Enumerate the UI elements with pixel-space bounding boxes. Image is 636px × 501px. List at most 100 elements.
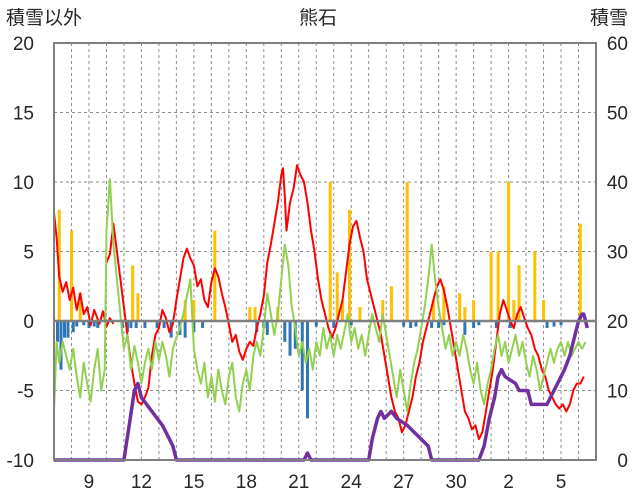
blue-bar: [55, 321, 59, 342]
left-axis-title: 積雪以外: [6, 7, 82, 29]
right-tick-label: 20: [607, 312, 628, 333]
blue-bar: [71, 321, 75, 333]
blue-bar: [349, 321, 353, 326]
x-tick-label: 12: [131, 472, 152, 493]
right-tick-label: 30: [607, 243, 628, 264]
blue-bar: [472, 321, 476, 328]
blue-bar: [545, 321, 549, 328]
plot-frame: [53, 42, 597, 461]
blue-bar: [201, 321, 205, 328]
x-tick-label: 27: [393, 472, 414, 493]
blue-bar: [75, 321, 79, 327]
blue-bar: [162, 321, 166, 328]
x-tick-label: 5: [556, 472, 567, 493]
x-tick-label: 24: [341, 472, 363, 493]
left-tick-label: 20: [13, 34, 34, 55]
blue-bar: [129, 321, 133, 328]
orange-bar: [533, 251, 537, 321]
blue-bar: [66, 321, 70, 338]
orange-bar: [507, 182, 511, 321]
blue-bar: [134, 321, 138, 328]
orange-bar: [405, 182, 409, 321]
blue-bar: [59, 321, 63, 370]
orange-bar: [458, 293, 462, 321]
left-tick-label: -5: [17, 382, 34, 403]
orange-bar: [131, 265, 135, 321]
right-tick-label: 40: [607, 173, 628, 194]
x-tick-label: 30: [446, 472, 467, 493]
orange-bar: [389, 286, 393, 321]
orange-bar: [328, 182, 332, 321]
left-tick-label: 5: [23, 243, 34, 264]
orange-bar: [340, 300, 344, 321]
orange-bar: [512, 300, 516, 321]
blue-bar: [283, 321, 287, 342]
blue-bar: [143, 321, 147, 328]
blue-bar: [192, 321, 196, 333]
orange-bar: [542, 300, 546, 321]
orange-bar: [335, 272, 339, 321]
blue-bar: [300, 321, 304, 391]
blue-bar: [477, 321, 481, 326]
orange-bar: [347, 209, 351, 321]
grid: [54, 43, 596, 460]
orange-bar: [496, 251, 500, 321]
orange-bar: [358, 307, 362, 321]
orange-bar: [431, 300, 435, 321]
left-tick-label: 0: [23, 312, 34, 333]
blue-bar: [508, 321, 512, 328]
x-tick-label: 18: [236, 472, 257, 493]
x-tick-label: 9: [84, 472, 95, 493]
orange-bar: [192, 300, 196, 321]
right-tick-label: 0: [617, 451, 628, 472]
orange-bar: [213, 230, 217, 321]
orange-bar: [578, 223, 582, 321]
tick-labels: -10 -5 0 5 10 15 20 0 10 20 30 40 50 60 9 12 15 18 21 24 27 3…: [7, 34, 628, 493]
orange-bar: [463, 307, 467, 321]
blue-bar: [92, 321, 96, 327]
x-tick-label: 21: [288, 472, 309, 493]
red-line: [53, 164, 585, 441]
orange-bar: [78, 293, 82, 321]
orange-bar: [253, 307, 257, 321]
orange-bar: [381, 300, 385, 321]
orange-bar: [472, 300, 476, 321]
x-tick-label: 15: [183, 472, 204, 493]
blue-bar: [402, 321, 406, 327]
orange-bar: [248, 307, 252, 321]
orange-bar: [69, 230, 73, 321]
left-tick-label: 15: [13, 104, 34, 125]
blue-bar: [414, 321, 418, 327]
blue-bar: [314, 321, 318, 327]
right-tick-label: 60: [607, 34, 628, 55]
blue-bar: [183, 321, 187, 338]
blue-bar: [87, 321, 91, 328]
x-tick-label: 2: [503, 472, 514, 493]
right-tick-label: 50: [607, 104, 628, 125]
green-line: [53, 178, 587, 413]
blue-bar: [125, 321, 129, 333]
left-tick-label: 10: [13, 173, 34, 194]
blue-bar: [306, 321, 310, 419]
line-series: [53, 164, 596, 462]
blue-bar: [155, 321, 159, 328]
blue-bar: [409, 321, 413, 328]
blue-bar: [96, 321, 100, 328]
right-tick-label: 10: [607, 382, 628, 403]
blue-bar: [463, 321, 467, 335]
blue-bar: [559, 321, 563, 326]
orange-bar: [136, 293, 140, 321]
blue-bar: [430, 321, 434, 328]
orange-bar: [442, 286, 446, 321]
blue-bar: [437, 321, 441, 328]
blue-bar: [332, 321, 336, 328]
blue-bar: [442, 321, 446, 326]
blue-bar: [552, 321, 556, 327]
chart-title: 熊石: [299, 7, 337, 29]
blue-bar: [82, 321, 86, 326]
blue-bar: [265, 321, 269, 335]
blue-bar: [62, 321, 66, 338]
orange-bar: [183, 300, 187, 321]
orange-bar: [489, 251, 493, 321]
